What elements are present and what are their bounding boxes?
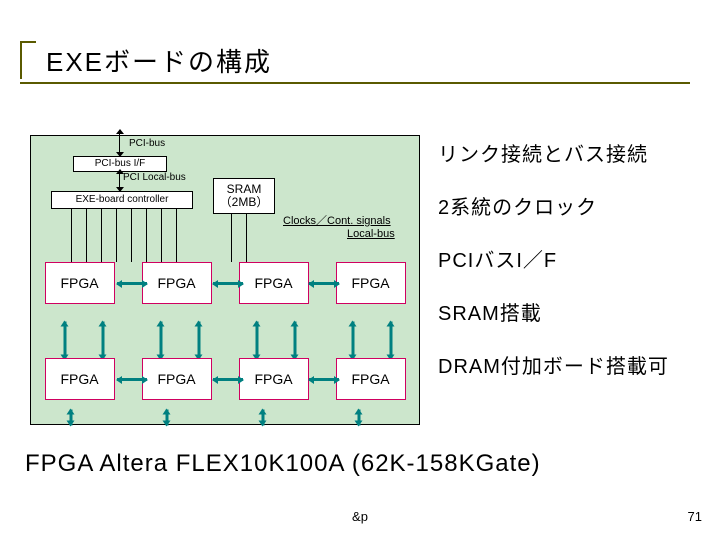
link-line [102, 322, 105, 360]
fpga-box: FPGA [239, 262, 309, 304]
sram-box: SRAM （2MB） [213, 178, 275, 214]
conn-line [146, 208, 147, 262]
fpga-box: FPGA [239, 358, 309, 400]
fpga-box: FPGA [336, 358, 406, 400]
page-title: EXEボードの構成 [46, 42, 272, 79]
fpga-box: FPGA [45, 262, 115, 304]
conn-line [131, 208, 132, 262]
conn-line [71, 208, 72, 262]
conn-line [231, 213, 232, 262]
link-line [352, 322, 355, 360]
conn-line [161, 208, 162, 262]
link-line [70, 410, 73, 426]
bullet-list: リンク接続とバス接続 2系統のクロック PCIバスI／F SRAM搭載 DRAM… [438, 138, 718, 403]
link-line [358, 410, 361, 426]
bullet-item: PCIバスI／F [438, 244, 718, 273]
link-line [213, 282, 243, 285]
bullet-item: SRAM搭載 [438, 297, 718, 326]
fpga-box: FPGA [142, 358, 212, 400]
link-line [309, 378, 339, 381]
link-line [294, 322, 297, 360]
conn-line [176, 208, 177, 262]
bullet-item: リンク接続とバス接続 [438, 138, 718, 167]
link-line [262, 410, 265, 426]
pci-local-bus-arrow [119, 170, 120, 191]
slide: EXEボードの構成 PCI-bus PCI-bus I/F PCI Local-… [0, 0, 720, 540]
bullet-item: DRAM付加ボード搭載可 [438, 350, 718, 379]
board-diagram: PCI-bus PCI-bus I/F PCI Local-bus EXE-bo… [30, 135, 420, 425]
footer-placeholder: &p [0, 509, 720, 524]
link-line [64, 322, 67, 360]
sram-label-2: （2MB） [214, 196, 274, 209]
fpga-box: FPGA [142, 262, 212, 304]
pci-bus-label: PCI-bus [129, 138, 165, 149]
pci-local-label: PCI Local-bus [123, 172, 186, 183]
link-line [256, 322, 259, 360]
title-underline [20, 82, 690, 84]
clock-signals-label: Clocks／Cont. signals [283, 212, 391, 228]
fpga-box: FPGA [45, 358, 115, 400]
exe-controller-box: EXE-board controller [51, 191, 193, 209]
link-line [309, 282, 339, 285]
link-line [198, 322, 201, 360]
link-line [213, 378, 243, 381]
fpga-type-text: FPGA Altera FLEX10K100A (62K-158KGate) [25, 450, 541, 478]
link-line [166, 410, 169, 426]
pci-bus-arrow [119, 130, 120, 156]
conn-line [101, 208, 102, 262]
link-line [390, 322, 393, 360]
local-bus-label: Local-bus [347, 228, 395, 240]
link-line [117, 378, 147, 381]
bullet-item: 2系統のクロック [438, 191, 718, 220]
title-bar: EXEボードの構成 [20, 40, 690, 80]
conn-line [116, 208, 117, 262]
conn-line [246, 213, 247, 262]
fpga-box: FPGA [336, 262, 406, 304]
link-line [117, 282, 147, 285]
link-line [160, 322, 163, 360]
page-number: 71 [688, 509, 702, 524]
title-corner-icon [20, 41, 36, 79]
conn-line [86, 208, 87, 262]
